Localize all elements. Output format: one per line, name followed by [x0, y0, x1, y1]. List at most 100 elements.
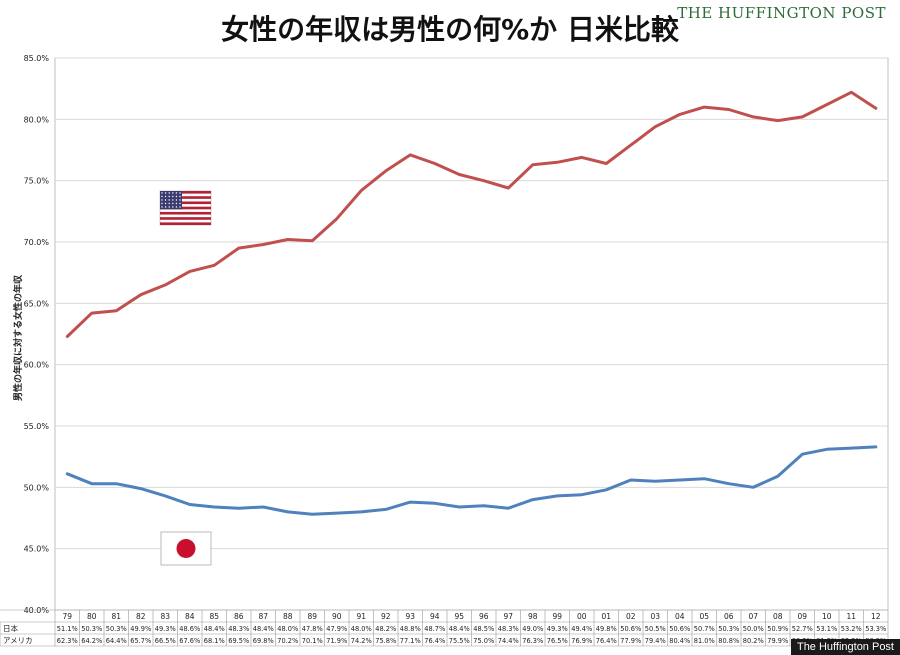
x-tick-label: 95	[454, 612, 464, 621]
table-cell: 50.3%	[718, 625, 739, 633]
table-cell: 80.2%	[743, 637, 764, 645]
table-cell: 50.3%	[81, 625, 102, 633]
y-axis-label: 男性の年収に対する女性の年収	[12, 274, 24, 401]
table-cell: 80.4%	[669, 637, 690, 645]
y-tick-label: 75.0%	[24, 177, 50, 186]
x-tick-label: 07	[748, 612, 758, 621]
us-flag-icon	[159, 190, 212, 226]
table-cell: 65.7%	[130, 637, 151, 645]
table-cell: 49.3%	[155, 625, 176, 633]
table-cell: 48.4%	[204, 625, 225, 633]
x-tick-label: 02	[626, 612, 636, 621]
table-cell: 76.4%	[424, 637, 445, 645]
table-cell: 64.2%	[81, 637, 102, 645]
table-cell: 75.5%	[449, 637, 470, 645]
y-tick-label: 80.0%	[24, 115, 50, 124]
table-cell: 70.1%	[302, 637, 323, 645]
x-tick-label: 94	[430, 612, 440, 621]
table-cell: 74.2%	[351, 637, 372, 645]
x-tick-label: 82	[136, 612, 146, 621]
table-cell: 64.4%	[106, 637, 127, 645]
table-cell: 81.0%	[694, 637, 715, 645]
x-tick-label: 06	[724, 612, 734, 621]
x-tick-label: 79	[62, 612, 72, 621]
table-cell: 52.7%	[792, 625, 813, 633]
table-cell: 50.0%	[743, 625, 764, 633]
brand-logo-bottom: The Huffington Post	[790, 639, 900, 655]
table-cell: 49.3%	[547, 625, 568, 633]
table-cell: 76.3%	[522, 637, 543, 645]
table-cell: 76.5%	[547, 637, 568, 645]
table-cell: 50.6%	[669, 625, 690, 633]
table-cell: 70.2%	[277, 637, 298, 645]
y-tick-label: 60.0%	[24, 361, 50, 370]
x-tick-label: 05	[699, 612, 709, 621]
x-tick-label: 89	[307, 612, 317, 621]
x-tick-label: 90	[332, 612, 342, 621]
table-cell: 75.0%	[473, 637, 494, 645]
table-cell: 48.2%	[375, 625, 396, 633]
table-cell: 77.9%	[620, 637, 641, 645]
table-cell: 79.4%	[645, 637, 666, 645]
table-cell: 53.2%	[841, 625, 862, 633]
table-cell: 66.5%	[155, 637, 176, 645]
y-tick-label: 70.0%	[24, 238, 50, 247]
x-tick-label: 01	[601, 612, 611, 621]
x-tick-label: 08	[773, 612, 783, 621]
table-cell: 48.3%	[498, 625, 519, 633]
table-cell: 48.4%	[253, 625, 274, 633]
table-cell: 62.3%	[57, 637, 78, 645]
x-tick-label: 83	[160, 612, 170, 621]
x-tick-label: 84	[185, 612, 195, 621]
table-cell: 49.8%	[596, 625, 617, 633]
table-cell: 67.6%	[179, 637, 200, 645]
table-cell: 71.9%	[326, 637, 347, 645]
y-tick-label: 65.0%	[24, 299, 50, 308]
table-row-label: 日本	[3, 623, 18, 633]
x-tick-label: 85	[209, 612, 219, 621]
y-tick-label: 50.0%	[24, 483, 50, 492]
x-tick-label: 81	[111, 612, 121, 621]
x-tick-label: 88	[283, 612, 293, 621]
x-tick-label: 91	[356, 612, 366, 621]
x-tick-label: 12	[871, 612, 881, 621]
y-tick-label: 55.0%	[24, 422, 50, 431]
chart-title: 女性の年収は男性の何%か 日米比較	[221, 13, 679, 46]
x-tick-label: 86	[234, 612, 244, 621]
japan-series-line	[65, 445, 878, 516]
table-cell: 80.8%	[718, 637, 739, 645]
table-cell: 76.4%	[596, 637, 617, 645]
y-tick-label: 85.0%	[24, 54, 50, 63]
table-cell: 48.6%	[179, 625, 200, 633]
table-cell: 49.0%	[522, 625, 543, 633]
table-cell: 48.5%	[473, 625, 494, 633]
table-cell: 50.3%	[106, 625, 127, 633]
x-tick-label: 04	[675, 612, 685, 621]
table-cell: 47.8%	[302, 625, 323, 633]
table-row-label: アメリカ	[3, 636, 33, 645]
x-tick-label: 10	[822, 612, 832, 621]
y-tick-label: 45.0%	[24, 545, 50, 554]
table-cell: 50.7%	[694, 625, 715, 633]
x-tick-label: 80	[87, 612, 97, 621]
table-cell: 50.6%	[620, 625, 641, 633]
x-tick-label: 99	[552, 612, 562, 621]
table-cell: 74.4%	[498, 637, 519, 645]
x-tick-label: 92	[381, 612, 391, 621]
table-cell: 48.3%	[228, 625, 249, 633]
x-tick-label: 96	[479, 612, 489, 621]
x-tick-label: 00	[577, 612, 587, 621]
table-cell: 50.9%	[767, 625, 788, 633]
table-cell: 49.9%	[130, 625, 151, 633]
table-cell: 75.8%	[375, 637, 396, 645]
table-cell: 47.9%	[326, 625, 347, 633]
x-tick-label: 03	[650, 612, 660, 621]
table-cell: 53.1%	[816, 625, 837, 633]
table-cell: 69.5%	[228, 637, 249, 645]
usa-series-line	[65, 90, 878, 338]
x-tick-label: 93	[405, 612, 415, 621]
table-cell: 48.0%	[351, 625, 372, 633]
x-tick-label: 98	[528, 612, 538, 621]
japan-flag-icon	[160, 531, 212, 566]
